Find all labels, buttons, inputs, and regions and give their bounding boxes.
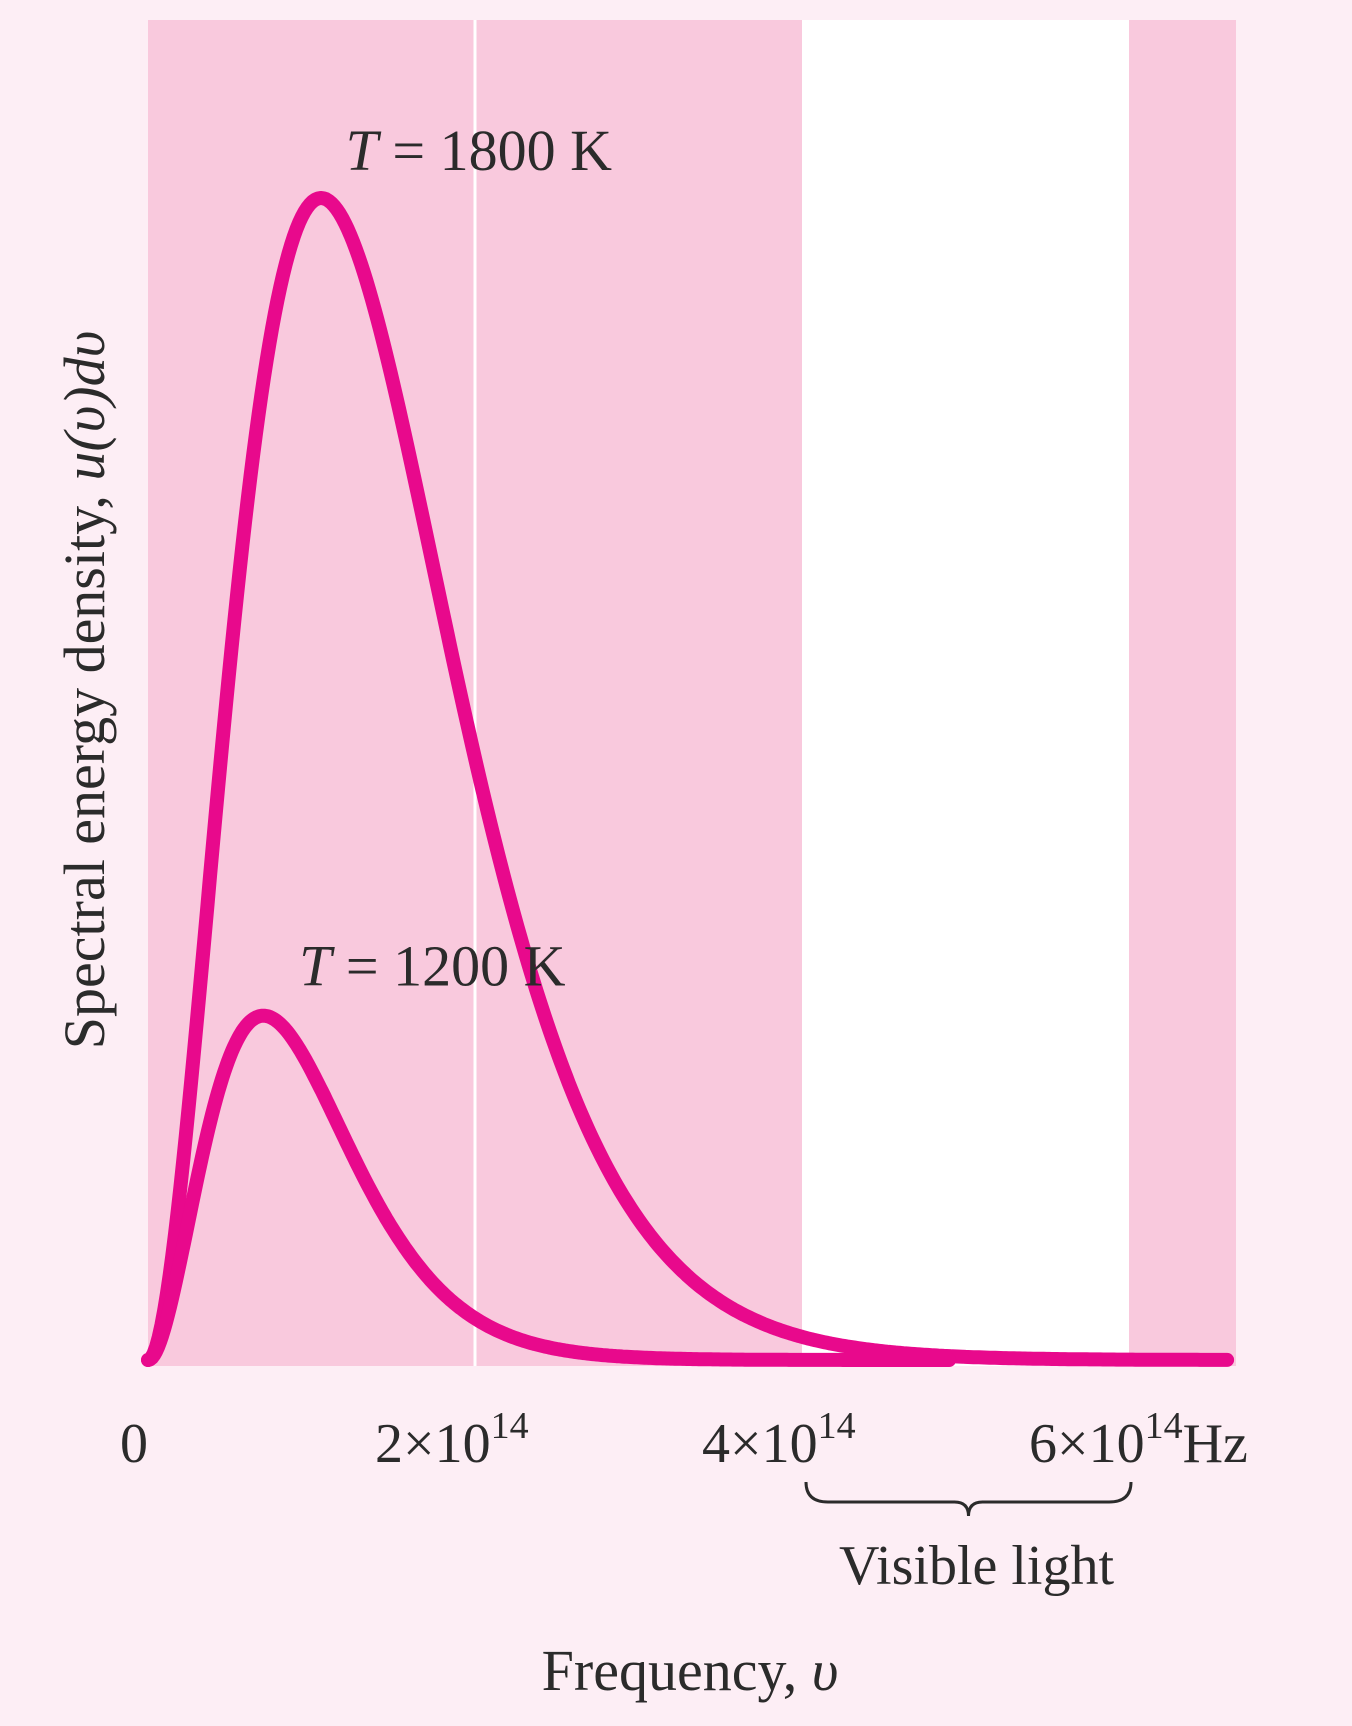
x-tick-2e14-base: 2×10 [375,1413,491,1475]
curve-1800k [141,191,1235,1367]
x-axis-label: Frequency, υ [542,1638,839,1703]
x-tick-2e14-exp: 14 [491,1405,529,1447]
y-axis-label-symbol: u(υ)dυ [52,331,117,481]
x-unit-label: Hz [1183,1413,1248,1475]
series-label-1200k-rest: = 1200 K [331,934,565,999]
x-tick-6e14-exp: 14 [1145,1405,1183,1447]
visible-light-label: Visible light [839,1535,1115,1597]
background-bands [148,20,1236,1366]
x-axis-label-text: Frequency, [542,1638,812,1703]
x-tick-4e14-exp: 14 [818,1405,856,1447]
series-label-1800k: T = 1800 K [346,118,612,183]
x-tick-4e14-base: 4×10 [702,1413,818,1475]
series-curves [141,191,1235,1367]
x-tick-label-4e14: 4×1014 [702,1405,856,1475]
series-label-1800k-var: T [346,118,382,183]
x-axis-label-symbol: υ [812,1638,839,1703]
series-label-1800k-rest: = 1800 K [378,118,612,183]
x-tick-labels: 0 2×1014 4×1014 6×1014Hz [120,1405,1248,1475]
visible-band [802,20,1129,1366]
series-label-1200k: T = 1200 K [299,934,565,999]
visible-light-brace [804,1481,1133,1517]
y-axis-label: Spectral energy density, u(υ)dυ [52,331,117,1049]
x-tick-6e14-base: 6×10 [1029,1413,1145,1475]
curve-1200k [141,1008,957,1367]
ultraviolet-band [1129,20,1236,1366]
y-axis-label-text: Spectral energy density, [52,481,117,1050]
series-label-1200k-var: T [299,934,335,999]
x-tick-label-6e14: 6×1014Hz [1029,1405,1248,1475]
x-tick-label-2e14: 2×1014 [375,1405,529,1475]
x-tick-label-0: 0 [120,1413,148,1475]
